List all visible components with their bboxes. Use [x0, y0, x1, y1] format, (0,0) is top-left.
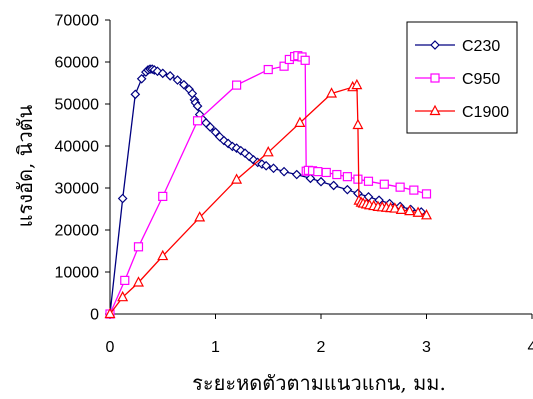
data-point-c950	[158, 191, 168, 201]
data-point-c1900	[132, 276, 144, 287]
legend-label: C1900	[462, 104, 509, 121]
data-point-c230	[279, 166, 289, 177]
data-point-c230	[172, 75, 183, 85]
data-point-c230	[261, 160, 271, 171]
data-point-c230	[353, 188, 363, 199]
data-point-c950	[232, 80, 242, 90]
data-point-c1900	[352, 118, 364, 130]
data-point-c230	[328, 180, 339, 191]
data-point-c950	[279, 61, 289, 71]
axes: 0 10000 20000 30000 40000 50000 60000 70000 0 1 2 3…	[55, 13, 533, 357]
legend-swatch-marker	[429, 104, 441, 116]
data-point-c230	[130, 89, 141, 100]
x-axis-title: ระยะหดตัวตามแนวแกน, มม.	[192, 371, 446, 395]
data-point-c1900	[412, 206, 424, 217]
data-point-c1900	[194, 211, 206, 222]
data-point-c230	[117, 193, 128, 204]
data-point-c230	[342, 184, 353, 195]
x-tick-label: 3	[422, 339, 431, 356]
data-point-c230	[291, 169, 302, 180]
data-point-c1900	[157, 249, 169, 261]
data-point-c950	[342, 172, 352, 182]
data-point-c230	[136, 73, 147, 84]
data-point-c230	[192, 101, 203, 111]
data-point-c950	[353, 174, 363, 184]
series-line-c950	[109, 55, 427, 315]
y-tick-label: 20000	[55, 223, 100, 240]
data-point-c950	[363, 176, 374, 186]
series-c1900	[104, 78, 432, 319]
data-point-c950	[332, 169, 342, 180]
x-tick-label: 4	[528, 339, 533, 356]
data-point-c230	[205, 122, 216, 132]
data-point-c950	[133, 242, 144, 252]
data-point-c950	[421, 189, 432, 199]
y-tick-label: 30000	[55, 181, 100, 198]
data-point-c950	[263, 64, 273, 75]
data-point-c1900	[326, 87, 338, 98]
y-axis-title: แรงอัด, นิวตัน	[13, 104, 37, 227]
series-layer	[104, 51, 432, 319]
data-point-c1900	[262, 146, 274, 157]
legend-swatch-marker	[430, 40, 440, 50]
data-point-c1900	[117, 290, 129, 302]
data-point-c230	[316, 176, 326, 187]
data-point-c230	[305, 173, 316, 184]
data-point-c1900	[294, 116, 306, 128]
y-tick-label: 40000	[55, 139, 100, 156]
data-point-c1900	[231, 173, 243, 184]
data-point-c950	[409, 185, 419, 195]
series-line-c230	[109, 68, 422, 315]
y-tick-label: 0	[90, 307, 99, 324]
data-point-c950	[120, 275, 130, 285]
data-point-c950	[321, 167, 331, 178]
legend-swatch-marker	[430, 73, 440, 83]
data-point-c950	[395, 182, 405, 192]
data-point-c230	[179, 79, 189, 90]
legend: C230 C950 C1900	[406, 21, 518, 134]
data-point-c230	[165, 71, 175, 81]
y-tick-label: 50000	[55, 97, 100, 114]
data-point-c1900	[389, 202, 401, 213]
data-point-c950	[300, 55, 310, 65]
y-tick-label: 60000	[55, 55, 100, 72]
y-tick-label: 70000	[55, 13, 100, 30]
x-tick-label: 0	[106, 339, 115, 356]
legend-label: C230	[462, 38, 500, 55]
x-tick-label: 1	[211, 339, 220, 356]
data-point-c1900	[421, 209, 432, 220]
data-point-c1900	[404, 204, 416, 216]
series-c950	[105, 51, 432, 319]
data-point-c1900	[351, 78, 363, 90]
x-tick-label: 2	[317, 339, 326, 356]
data-point-c1900	[104, 307, 116, 319]
data-point-c230	[268, 163, 279, 174]
data-point-c950	[379, 179, 389, 189]
data-point-c950	[313, 167, 323, 177]
data-point-c1900	[395, 203, 407, 214]
data-point-c950	[192, 116, 203, 126]
legend-label: C950	[462, 71, 500, 88]
y-tick-label: 10000	[55, 265, 100, 282]
data-point-c230	[248, 155, 259, 165]
data-point-c230	[157, 68, 168, 79]
series-c230	[105, 64, 427, 319]
